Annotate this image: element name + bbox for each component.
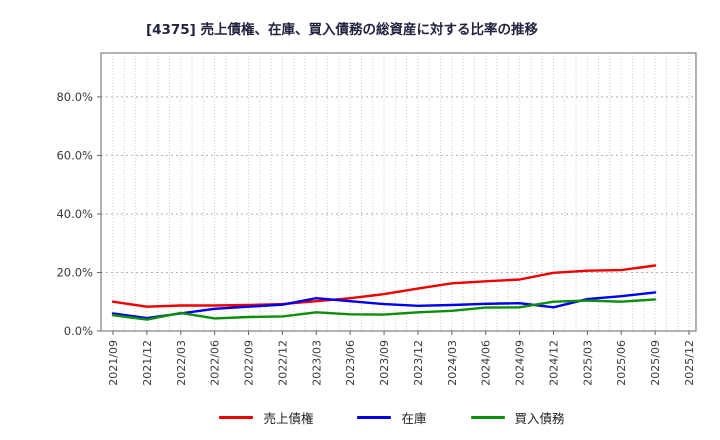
x-tick-label: 2023/06 [344,340,357,386]
y-tick-label: 20.0% [56,265,93,279]
x-tick-label: 2021/12 [141,340,154,386]
y-tick-label: 0.0% [64,324,93,338]
chart-legend: 売上債権 在庫 買入債務 [0,405,720,429]
legend-item-accounts-receivable: 売上債権 [219,408,313,427]
chart-title: [4375] 売上債権、在庫、買入債務の総資産に対する比率の推移 [145,22,539,38]
y-tick-label: 60.0% [56,148,93,162]
x-tick-label: 2025/03 [581,340,594,386]
x-tick-label: 2022/06 [209,340,222,386]
legend-line-swatch-accounts-receivable [219,415,254,419]
x-tick-label: 2023/09 [378,340,391,386]
x-tick-label: 2022/09 [243,340,256,386]
x-tick-label: 2023/12 [412,340,425,386]
y-tick-label: 80.0% [56,90,93,104]
x-tick-label: 2022/03 [175,340,188,386]
series-line-accounts-payable [111,298,657,321]
legend-label-accounts-receivable: 売上債権 [263,410,314,426]
plot-border [100,52,697,332]
legend-line-swatch-inventory [357,415,392,419]
x-tick-label: 2023/03 [310,340,323,386]
legend-label-accounts-payable: 買入債務 [514,410,565,426]
x-tick-label: 2021/09 [107,340,120,386]
x-tick-label: 2024/03 [446,340,459,386]
y-tick-label: 40.0% [56,207,93,221]
legend-label-inventory: 在庫 [401,410,427,426]
x-tick-label: 2025/12 [683,340,696,386]
x-tick-label: 2022/12 [276,340,289,386]
x-tick-label: 2025/09 [649,340,662,386]
x-tick-label: 2024/12 [547,340,560,386]
series-line-accounts-receivable [111,264,657,308]
series-line-inventory [111,291,657,320]
x-tick-label: 2025/06 [615,340,628,386]
legend-item-inventory: 在庫 [357,408,427,427]
x-tick-label: 2024/06 [480,340,493,386]
legend-line-swatch-accounts-payable [470,415,505,419]
x-tick-label: 2024/09 [514,340,527,386]
legend-item-accounts-payable: 買入債務 [470,408,565,427]
